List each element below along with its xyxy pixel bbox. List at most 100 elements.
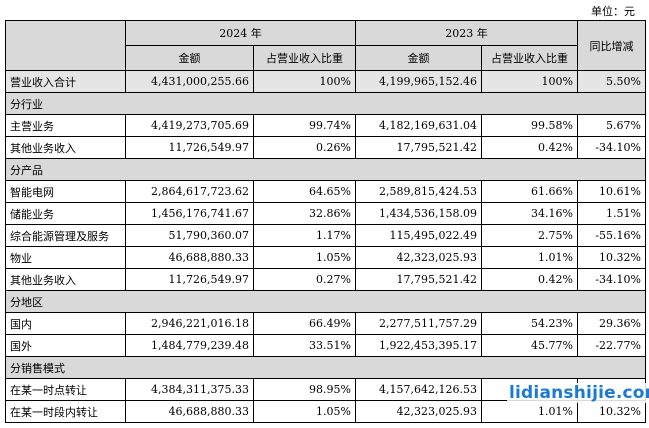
yoy-cell: -34.10% [577,268,646,291]
amount-2024-cell: 4,431,000,255.66 [125,70,254,93]
amount-2023-cell: 42,323,025.93 [355,246,482,269]
yoy-cell: -55.16% [577,224,646,247]
amount-2024-cell: 51,790,360.07 [125,224,254,247]
amount-2023-cell: 1,434,536,158.09 [355,202,482,225]
amount-2023-cell: 2,589,815,424.53 [355,180,482,203]
ratio-2024-cell: 33.51% [253,334,356,357]
ratio-2024-cell: 98.95% [253,378,356,401]
ratio-2023-cell: 100% [481,70,578,93]
amount-2023-cell: 4,199,965,152.46 [355,70,482,93]
yoy-cell: -22.77% [577,334,646,357]
yoy-cell: 5.67% [577,114,646,137]
header-year-2024: 2024 年 [125,20,356,46]
revenue-table: 2024 年 2023 年 同比增减 金额 占营业收入比重 金额 占营业收入比重… [5,20,646,423]
ratio-2024-cell: 0.26% [253,136,356,159]
section-row: 分行业 [5,92,646,115]
header-row-years: 2024 年 2023 年 同比增减 [5,20,646,71]
amount-2024-cell: 46,688,880.33 [125,400,254,423]
ratio-2024-cell: 1.17% [253,224,356,247]
header-amount-2023: 金额 [355,45,482,71]
ratio-2023-cell: 54.23% [481,312,578,335]
table-row: 主营业务 4,419,273,705.69 99.74% 4,182,169,631.… [5,114,646,137]
table-row: 智能电网 2,864,617,723.62 64.65% 2,589,815,424.… [5,180,646,203]
ratio-2023-cell: 45.77% [481,334,578,357]
header-ratio-2023: 占营业收入比重 [481,45,578,71]
watermark: lidianshijie.com [507,383,649,403]
row-label: 营业收入合计 [5,70,126,93]
row-label: 在某一时段内转让 [5,400,126,423]
header-amount-2024: 金额 [125,45,254,71]
table-row: 其他业务收入 11,726,549.97 0.26% 17,795,521.42 0.4… [5,136,646,159]
yoy-cell: -34.10% [577,136,646,159]
amount-2023-cell: 115,495,022.49 [355,224,482,247]
amount-2024-cell: 2,946,221,016.18 [125,312,254,335]
ratio-2023-cell: 2.75% [481,224,578,247]
ratio-2023-cell: 99.58% [481,114,578,137]
ratio-2024-cell: 32.86% [253,202,356,225]
ratio-2023-cell: 1.01% [481,400,578,423]
ratio-2024-cell: 0.27% [253,268,356,291]
row-label: 其他业务收入 [5,268,126,291]
ratio-2023-cell: 1.01% [481,246,578,269]
amount-2023-cell: 4,182,169,631.04 [355,114,482,137]
ratio-2024-cell: 1.05% [253,400,356,423]
ratio-2024-cell: 100% [253,70,356,93]
yoy-cell: 29.36% [577,312,646,335]
row-label: 储能业务 [5,202,126,225]
amount-2023-cell: 17,795,521.42 [355,268,482,291]
ratio-2023-cell: 61.66% [481,180,578,203]
amount-2024-cell: 46,688,880.33 [125,246,254,269]
amount-2024-cell: 1,456,176,741.67 [125,202,254,225]
amount-2024-cell: 4,419,273,705.69 [125,114,254,137]
amount-2023-cell: 42,323,025.93 [355,400,482,423]
amount-2023-cell: 2,277,511,757.29 [355,312,482,335]
ratio-2024-cell: 64.65% [253,180,356,203]
unit-label: 单位：元 [591,5,635,18]
row-label: 智能电网 [5,180,126,203]
section-row: 分销售模式 [5,356,646,379]
amount-2024-cell: 2,864,617,723.62 [125,180,254,203]
header-yoy: 同比增减 [577,20,646,71]
ratio-2023-cell: 0.42% [481,136,578,159]
yoy-cell: 10.61% [577,180,646,203]
header-year-2023: 2023 年 [355,20,578,46]
row-label: 国内 [5,312,126,335]
row-label: 综合能源管理及服务 [5,224,126,247]
amount-2023-cell: 17,795,521.42 [355,136,482,159]
yoy-cell: 10.32% [577,400,646,423]
ratio-2024-cell: 66.49% [253,312,356,335]
section-label: 分地区 [5,290,646,313]
table-body: 营业收入合计 4,431,000,255.66 100% 4,199,965,152.… [5,70,646,423]
section-label: 分产品 [5,158,646,181]
yoy-cell: 10.32% [577,246,646,269]
header-row-columns: 金额 占营业收入比重 金额 占营业收入比重 [6,45,646,71]
table-row: 其他业务收入 11,726,549.97 0.27% 17,795,521.42 0.4… [5,268,646,291]
section-label: 分销售模式 [5,356,646,379]
table-row: 储能业务 1,456,176,741.67 32.86% 1,434,536,158.… [5,202,646,225]
section-label: 分行业 [5,92,646,115]
section-row: 分产品 [5,158,646,181]
total-row: 营业收入合计 4,431,000,255.66 100% 4,199,965,152.… [5,70,646,93]
table-row: 国内 2,946,221,016.18 66.49% 2,277,511,757.29… [5,312,646,335]
header-ratio-2024: 占营业收入比重 [253,45,356,71]
row-label: 在某一时点转让 [5,378,126,401]
table-row: 在某一时段内转让 46,688,880.33 1.05% 42,323,025.93 1… [5,400,646,423]
ratio-2023-cell: 34.16% [481,202,578,225]
table-row: 综合能源管理及服务 51,790,360.07 1.17% 115,495,022.4… [5,224,646,247]
table-row: 物业 46,688,880.33 1.05% 42,323,025.93 1.01% 10… [5,246,646,269]
row-label: 物业 [5,246,126,269]
header-blank-cell [5,20,126,71]
ratio-2023-cell: 0.42% [481,268,578,291]
section-row: 分地区 [5,290,646,313]
yoy-cell: 5.50% [577,70,646,93]
ratio-2024-cell: 1.05% [253,246,356,269]
amount-2024-cell: 11,726,549.97 [125,268,254,291]
table-row: 国外 1,484,779,239.48 33.51% 1,922,453,395.17… [5,334,646,357]
amount-2024-cell: 1,484,779,239.48 [125,334,254,357]
amount-2023-cell: 1,922,453,395.17 [355,334,482,357]
row-label: 国外 [5,334,126,357]
amount-2024-cell: 4,384,311,375.33 [125,378,254,401]
ratio-2024-cell: 99.74% [253,114,356,137]
amount-2023-cell: 4,157,642,126.53 [355,378,482,401]
yoy-cell: 1.51% [577,202,646,225]
